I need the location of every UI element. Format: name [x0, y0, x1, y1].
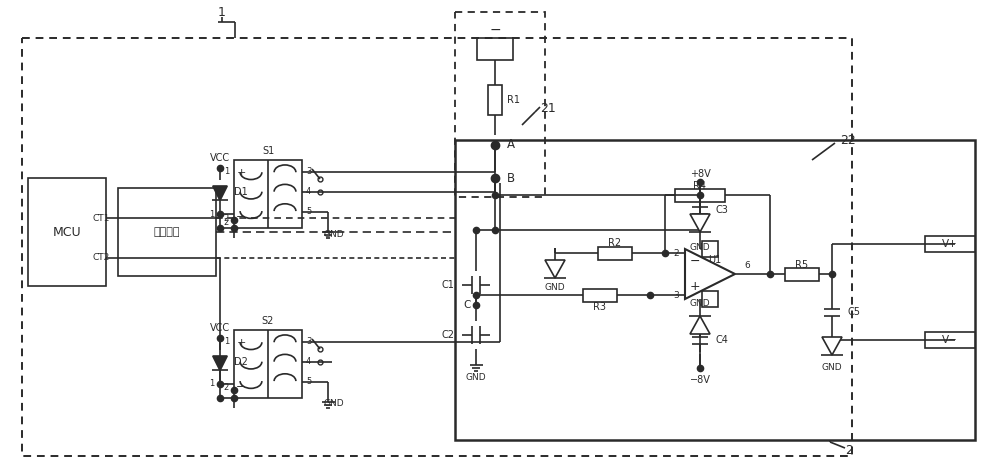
Text: D1: D1	[234, 187, 248, 197]
Bar	[455, 12, 545, 197]
Text: MCU: MCU	[53, 226, 81, 238]
Text: S1: S1	[262, 146, 274, 156]
Text: A: A	[507, 139, 515, 151]
Text: GND: GND	[690, 298, 710, 307]
Bar	[702, 241, 718, 257]
Text: S2: S2	[262, 316, 274, 326]
Bar	[598, 246, 632, 259]
Text: GND: GND	[690, 243, 710, 251]
Text: 6: 6	[744, 261, 750, 271]
Text: CT1: CT1	[93, 213, 110, 222]
Text: C4: C4	[716, 335, 729, 345]
Text: 3: 3	[673, 290, 679, 299]
Text: R3: R3	[594, 302, 606, 312]
Text: V−: V−	[942, 335, 958, 345]
Text: R1: R1	[507, 95, 520, 105]
Text: 22: 22	[840, 133, 856, 147]
Text: B: B	[507, 172, 515, 185]
Text: 3: 3	[306, 337, 311, 346]
Bar	[785, 267, 819, 281]
Text: +: +	[236, 338, 246, 348]
Text: 驱动电路: 驱动电路	[154, 227, 180, 237]
Text: 4: 4	[306, 188, 311, 196]
Bar	[477, 38, 513, 60]
Polygon shape	[685, 249, 735, 299]
Text: 2: 2	[224, 213, 229, 222]
Text: R5: R5	[795, 260, 809, 270]
Text: C5: C5	[847, 307, 860, 317]
Text: D2: D2	[234, 357, 248, 367]
Text: −: −	[236, 212, 246, 222]
Text: R2: R2	[608, 238, 622, 248]
Text: VCC: VCC	[210, 323, 230, 333]
Text: 5: 5	[306, 207, 311, 217]
Text: 2: 2	[224, 384, 229, 392]
Text: U1: U1	[708, 255, 722, 265]
Text: GND: GND	[324, 229, 344, 238]
Polygon shape	[690, 214, 710, 232]
Text: GND: GND	[545, 283, 565, 292]
Bar	[925, 236, 975, 252]
Bar	[488, 85, 502, 115]
Text: +8V: +8V	[690, 169, 710, 179]
Text: V+: V+	[942, 239, 958, 249]
Text: 1: 1	[224, 167, 229, 177]
Polygon shape	[213, 356, 227, 370]
Bar	[22, 38, 852, 456]
Text: C1: C1	[441, 280, 454, 290]
Bar	[455, 140, 975, 440]
Bar	[675, 188, 725, 202]
Text: GND: GND	[822, 363, 842, 373]
Text: GND: GND	[466, 373, 486, 382]
Polygon shape	[545, 260, 565, 278]
Text: 3: 3	[306, 167, 311, 177]
Text: GND: GND	[324, 400, 344, 408]
Bar	[925, 332, 975, 348]
Text: 2: 2	[224, 218, 229, 227]
Text: +: +	[690, 280, 700, 293]
Text: 4: 4	[306, 358, 311, 367]
Text: VCC: VCC	[210, 153, 230, 163]
Text: −: −	[489, 23, 501, 37]
Text: +: +	[236, 168, 246, 178]
Bar	[234, 330, 302, 398]
Text: C3: C3	[716, 205, 729, 215]
Bar	[702, 291, 718, 307]
Text: 1: 1	[224, 337, 229, 346]
Polygon shape	[690, 316, 710, 334]
Bar	[118, 188, 216, 276]
Text: C: C	[464, 300, 471, 310]
Text: 2: 2	[673, 249, 679, 258]
Bar	[28, 178, 106, 286]
Polygon shape	[213, 186, 227, 200]
Polygon shape	[822, 337, 842, 355]
Text: −8V: −8V	[690, 375, 710, 385]
Text: 5: 5	[306, 377, 311, 386]
Text: −: −	[690, 255, 700, 268]
Text: C2: C2	[441, 330, 454, 340]
Text: −: −	[236, 382, 246, 392]
Text: 2: 2	[845, 444, 853, 456]
Bar	[234, 160, 302, 228]
Text: 1: 1	[209, 210, 214, 219]
Text: 21: 21	[540, 102, 556, 115]
Text: 1: 1	[218, 6, 226, 18]
Text: 1: 1	[209, 379, 214, 389]
Text: CT2: CT2	[93, 253, 110, 263]
Text: R4: R4	[694, 181, 706, 191]
Bar	[583, 289, 617, 301]
